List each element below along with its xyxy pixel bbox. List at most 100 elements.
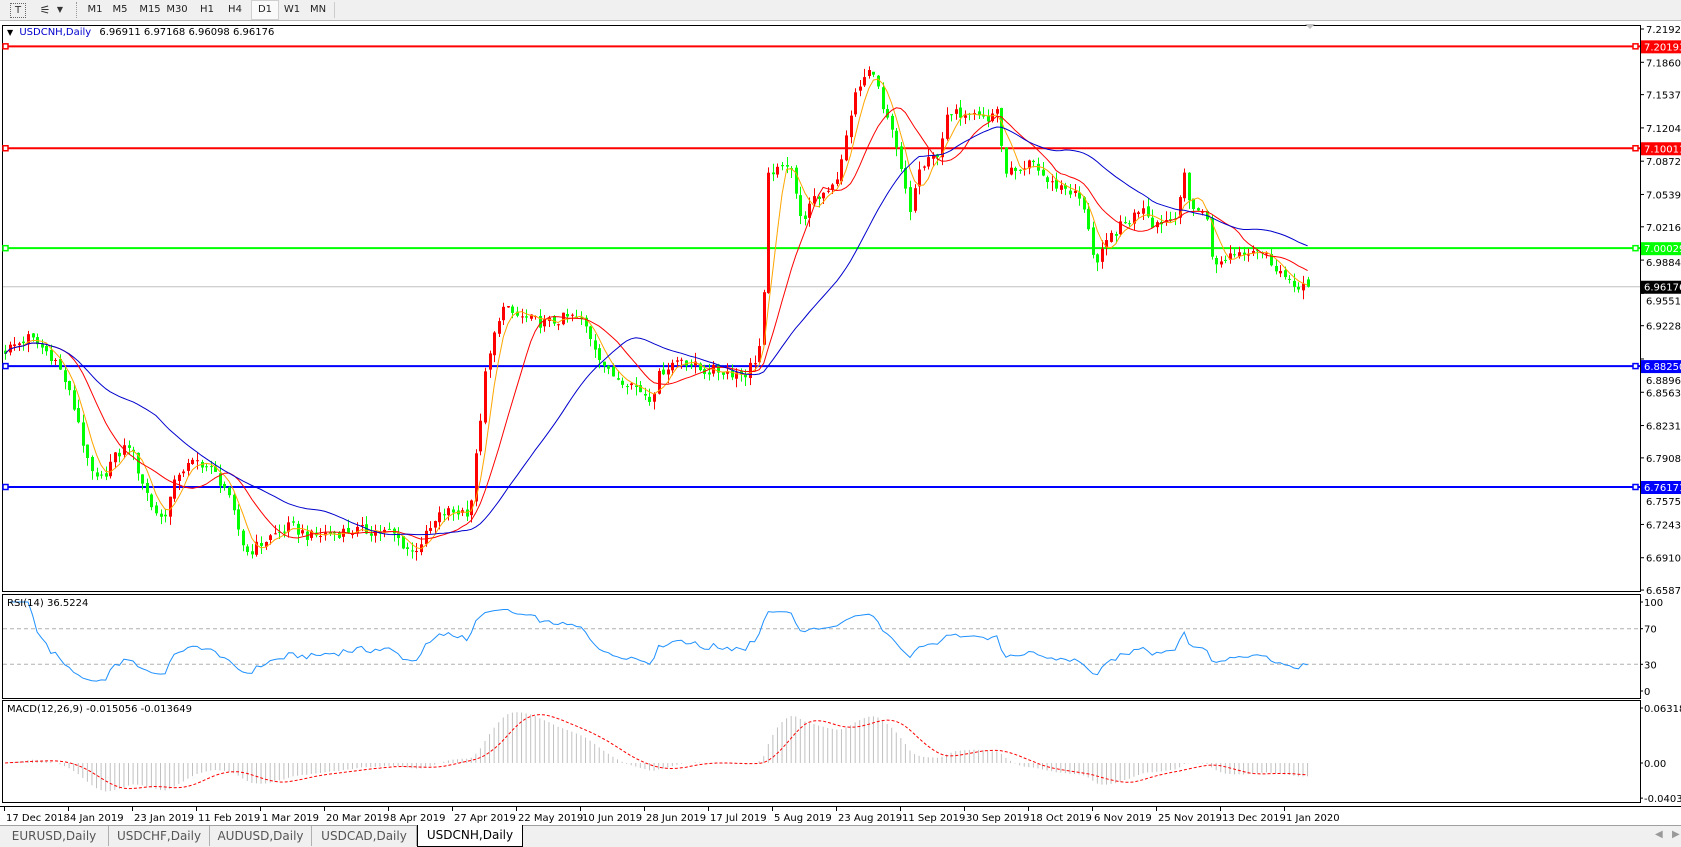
price-tick-label: 6.82310 <box>1646 422 1681 433</box>
timeframe-m1[interactable]: M1 <box>87 4 103 15</box>
candle-body <box>786 165 789 167</box>
time-tick-label: 11 Feb 2019 <box>198 813 260 824</box>
candle-body <box>1279 270 1282 274</box>
candle-body <box>219 473 222 486</box>
candle-body <box>836 179 839 184</box>
candle-body <box>1183 172 1186 199</box>
text-label-icon[interactable]: T <box>10 3 26 18</box>
candle-body <box>603 361 606 366</box>
candle-body <box>223 483 226 488</box>
chart-background <box>0 21 1681 825</box>
candle-body <box>868 70 871 76</box>
timeframe-m5[interactable]: M5 <box>112 4 128 15</box>
price-tick-label: 6.69105 <box>1646 554 1681 565</box>
timeframe-m15[interactable]: M15 <box>139 4 161 15</box>
candle-body <box>434 521 437 528</box>
candle-body <box>676 360 679 362</box>
candle-body <box>726 371 729 374</box>
rsi-tick-label: 30 <box>1644 660 1657 671</box>
candle-body <box>772 172 775 175</box>
candle-body <box>278 531 281 533</box>
timeframe-h4[interactable]: H4 <box>228 4 242 15</box>
chart-shift-marker-icon[interactable] <box>1305 24 1315 29</box>
candle-body <box>644 393 647 396</box>
price-tick-label: 6.98840 <box>1646 258 1681 269</box>
rsi-tick-label: 0 <box>1644 687 1650 698</box>
level-handle[interactable] <box>1632 483 1639 491</box>
candle-body <box>402 536 405 549</box>
rsi-title: RSI(14) 36.5224 <box>7 598 89 609</box>
level-handle[interactable] <box>1632 43 1639 50</box>
candle-body <box>612 366 615 377</box>
level-handle[interactable] <box>2 43 9 50</box>
level-handle[interactable] <box>1632 244 1639 252</box>
line-tools-icon[interactable]: ⚟ <box>39 3 51 17</box>
dropdown-arrow-icon[interactable]: ▼ <box>56 5 64 14</box>
candle-body <box>831 184 834 190</box>
candle-body <box>1151 217 1154 228</box>
time-tick-label: 30 Sep 2019 <box>966 813 1029 824</box>
scroll-left-icon[interactable]: ◀ <box>1655 829 1663 840</box>
price-tick-label: 7.02165 <box>1646 223 1681 234</box>
candle-body <box>114 452 117 463</box>
tab-usdcad[interactable]: USDCAD,Daily <box>312 826 417 846</box>
time-tick-label: 20 Mar 2019 <box>326 813 389 824</box>
candle-body <box>1211 218 1214 257</box>
collapse-arrow-icon[interactable]: ▼ <box>7 28 14 37</box>
tab-audusd[interactable]: AUDUSD,Daily <box>210 826 312 846</box>
candle-body <box>1060 185 1063 190</box>
symbol-title: USDCNH,Daily <box>19 27 92 38</box>
timeframe-d1[interactable]: D1 <box>251 0 279 20</box>
level-handle[interactable] <box>2 483 9 491</box>
timeframe-h1[interactable]: H1 <box>200 4 214 15</box>
moving-average-line-13 <box>4 107 1308 540</box>
candle-body <box>744 374 747 378</box>
candle-body <box>571 314 574 316</box>
toolbar-separator <box>334 2 337 18</box>
toolbar: T ⚟ ▼ M1 M5 M15 M30 H1 H4 D1 W1 MN <box>0 0 1681 21</box>
level-handle[interactable] <box>1632 145 1639 152</box>
candle-body <box>319 535 322 537</box>
candle-body <box>1014 167 1017 171</box>
level-handles[interactable] <box>2 43 1639 491</box>
candle-body <box>950 114 953 116</box>
tab-usdcnh[interactable]: USDCNH,Daily <box>417 825 523 847</box>
candle-body <box>475 453 478 502</box>
candle-body <box>653 393 656 402</box>
current-price-tag <box>1641 280 1681 294</box>
candle-body <box>900 146 903 169</box>
timeframe-m30[interactable]: M30 <box>166 4 188 15</box>
macd-tick-label: 0.00 <box>1644 759 1666 770</box>
candle-body <box>699 363 702 371</box>
candle-body <box>411 550 414 552</box>
candle-body <box>859 86 862 91</box>
candle-body <box>301 530 304 534</box>
pane-frame-0 <box>2 25 1641 592</box>
tab-usdchf[interactable]: USDCHF,Daily <box>109 826 210 846</box>
time-tick-label: 10 Jun 2019 <box>582 813 642 824</box>
level-handle[interactable] <box>2 244 9 252</box>
candle-body <box>86 444 89 459</box>
candle-body <box>489 353 492 370</box>
timeframe-mn[interactable]: MN <box>309 4 327 15</box>
candle-body <box>54 359 57 361</box>
tab-eurusd[interactable]: EURUSD,Daily <box>0 826 109 846</box>
macd-signal-line <box>5 714 1308 790</box>
price-tick-label: 7.08720 <box>1646 157 1681 168</box>
level-price-label: 6.88250 <box>1644 362 1681 373</box>
candle-body <box>891 115 894 130</box>
level-handle[interactable] <box>2 362 9 370</box>
candle-body <box>214 466 217 472</box>
level-handle[interactable] <box>2 145 9 152</box>
level-handle[interactable] <box>1632 362 1639 370</box>
timeframe-w1[interactable]: W1 <box>283 4 301 15</box>
candle-body <box>827 190 830 192</box>
candle-body <box>347 527 350 534</box>
macd-title: MACD(12,26,9) -0.015056 -0.013649 <box>7 704 192 715</box>
scroll-right-icon[interactable]: ▶ <box>1672 829 1680 840</box>
candle-body <box>708 372 711 375</box>
candle-body <box>1197 208 1200 211</box>
candle-body <box>621 380 624 385</box>
